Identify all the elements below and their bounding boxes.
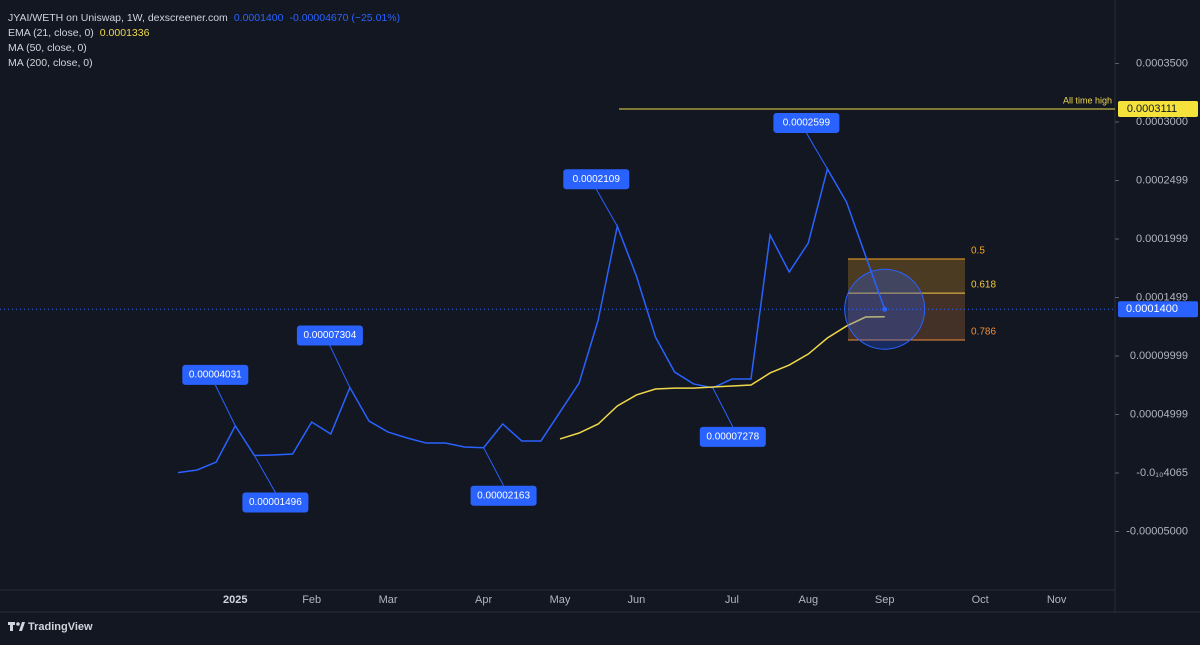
legend-value: 0.0001336 bbox=[99, 27, 150, 39]
callout-pointer bbox=[253, 455, 276, 493]
fib-label: 0.618 bbox=[971, 280, 996, 291]
series-line bbox=[177, 166, 886, 474]
x-tick-label: Mar bbox=[379, 594, 398, 606]
callout-box bbox=[182, 364, 249, 385]
callout-label: 0.00001496 bbox=[249, 497, 302, 508]
y-tick-label: 0.0003000 bbox=[1136, 116, 1188, 128]
y-tick-label: -0.00005000 bbox=[1126, 525, 1188, 537]
x-tick-label: Sep bbox=[875, 594, 895, 606]
last-value: 0.0001400 bbox=[233, 12, 284, 24]
fib-label: 0.5 bbox=[971, 246, 985, 257]
brand: TradingView bbox=[28, 621, 93, 633]
legend-row: EMA (21, close, 0) 0.0001336 bbox=[8, 26, 406, 41]
callout-label: 0.00007304 bbox=[303, 330, 356, 341]
callout-pointer bbox=[329, 345, 351, 388]
price-tag-label: 0.0001400 bbox=[1126, 303, 1178, 315]
callout-box bbox=[699, 426, 766, 447]
ath-tag bbox=[1118, 101, 1198, 118]
y-tick-label: 0.00004999 bbox=[1130, 408, 1188, 420]
x-tick-label: Apr bbox=[475, 594, 492, 606]
legend-entry: EMA (21, close, 0) bbox=[8, 27, 94, 39]
x-tick-label: Oct bbox=[972, 594, 989, 606]
x-tick-label: May bbox=[550, 594, 571, 606]
change: -0.00004670 (−25.01%) bbox=[289, 12, 401, 24]
callout-box bbox=[296, 325, 363, 346]
price-tag bbox=[1118, 301, 1198, 318]
callout-label: 0.00002163 bbox=[477, 490, 530, 501]
x-tick-label: 2025 bbox=[223, 594, 247, 606]
footer-bar bbox=[0, 612, 1200, 640]
y-tick-label: 0.0003500 bbox=[1136, 57, 1188, 69]
ath-tag-label: 0.0003111 bbox=[1127, 103, 1177, 115]
y-tick-label: -0.0₁₀4065 bbox=[1136, 467, 1188, 479]
tv-logo bbox=[8, 622, 25, 631]
legend: JYAI/WETH on Uniswap, 1W, dexscreener.co… bbox=[8, 11, 406, 71]
callout-label: 0.00007278 bbox=[706, 431, 759, 442]
callout-pointer bbox=[483, 447, 505, 486]
callout-box bbox=[563, 169, 630, 190]
y-tick-label: 0.0001999 bbox=[1136, 233, 1188, 245]
callout-pointer bbox=[214, 384, 236, 427]
callout-pointer bbox=[595, 189, 618, 227]
x-tick-label: Jul bbox=[725, 594, 739, 606]
legend-row: MA (50, close, 0) bbox=[8, 41, 406, 56]
y-tick-label: 0.00009999 bbox=[1130, 350, 1188, 362]
fib-label: 0.786 bbox=[971, 327, 996, 338]
title: JYAI/WETH on Uniswap, 1W, dexscreener.co… bbox=[8, 12, 228, 24]
callout-pointer bbox=[805, 132, 828, 170]
y-tick-label: 0.0002499 bbox=[1136, 174, 1188, 186]
callout-pointer bbox=[712, 387, 734, 428]
callout-box bbox=[242, 492, 309, 513]
x-tick-label: Feb bbox=[302, 594, 321, 606]
last-point bbox=[882, 306, 888, 312]
legend-entry: MA (50, close, 0) bbox=[8, 42, 87, 54]
legend-entry: MA (200, close, 0) bbox=[8, 57, 93, 69]
legend-row: JYAI/WETH on Uniswap, 1W, dexscreener.co… bbox=[8, 11, 406, 26]
x-tick-label: Jun bbox=[628, 594, 646, 606]
x-tick-label: Nov bbox=[1047, 594, 1067, 606]
ath-text: All time high bbox=[1063, 95, 1112, 105]
callout-box bbox=[773, 112, 840, 133]
series-line bbox=[559, 315, 885, 440]
callout-label: 0.00004031 bbox=[189, 369, 242, 380]
callout-box bbox=[470, 485, 537, 506]
callout-label: 0.0002109 bbox=[573, 174, 621, 185]
legend-row: MA (200, close, 0) bbox=[8, 56, 406, 71]
callout-label: 0.0002599 bbox=[783, 118, 831, 129]
y-tick-label: 0.0001499 bbox=[1136, 291, 1188, 303]
x-tick-label: Aug bbox=[799, 594, 819, 606]
